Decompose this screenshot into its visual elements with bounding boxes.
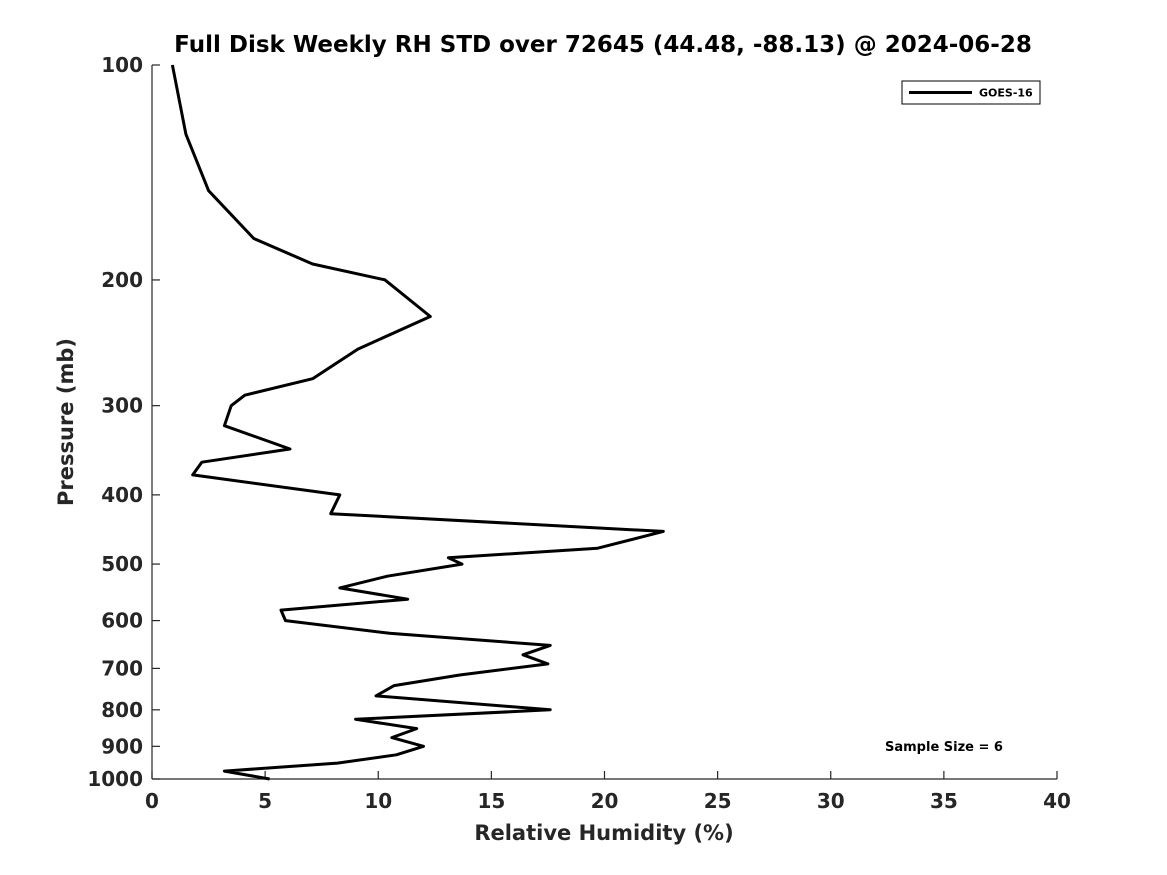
x-tick-label: 30 [817,789,845,813]
sample-size-annotation: Sample Size = 6 [885,740,1003,755]
x-tick-label: 15 [477,789,505,813]
series-line-goes-16 [170,64,665,781]
x-tick-label: 40 [1043,789,1071,813]
x-tick-label: 20 [591,789,619,813]
y-axis-label: Pressure (mb) [54,338,78,506]
x-tick-label: 10 [364,789,392,813]
y-tick-label: 900 [101,734,143,758]
y-tick-label: 300 [101,394,143,418]
y-tick-label: 800 [101,698,143,722]
y-tick-label: 500 [101,552,143,576]
legend-label-goes-16: GOES-16 [979,87,1033,100]
x-tick-label: 35 [930,789,958,813]
y-tick-label: 400 [101,483,143,507]
legend: GOES-16 [901,80,1041,105]
y-tick-label: 200 [101,268,143,292]
y-tick-label: 1000 [87,767,143,791]
x-axis-label: Relative Humidity (%) [474,821,733,845]
x-tick-label: 25 [704,789,732,813]
x-ticks: 0 5 10 15 20 25 30 35 40 [145,771,1071,813]
y-ticks: 100 200 300 400 500 600 700 800 900 1000 [87,53,160,791]
y-tick-label: 600 [101,609,143,633]
x-tick-label: 5 [258,789,272,813]
y-tick-label: 700 [101,656,143,680]
y-tick-label: 100 [101,53,143,77]
x-tick-label: 0 [145,789,159,813]
chart-title: Full Disk Weekly RH STD over 72645 (44.4… [174,32,1032,58]
plot-area: 0 5 10 15 20 25 30 35 40 100 200 300 400 500 600 700 80… [87,53,1071,813]
